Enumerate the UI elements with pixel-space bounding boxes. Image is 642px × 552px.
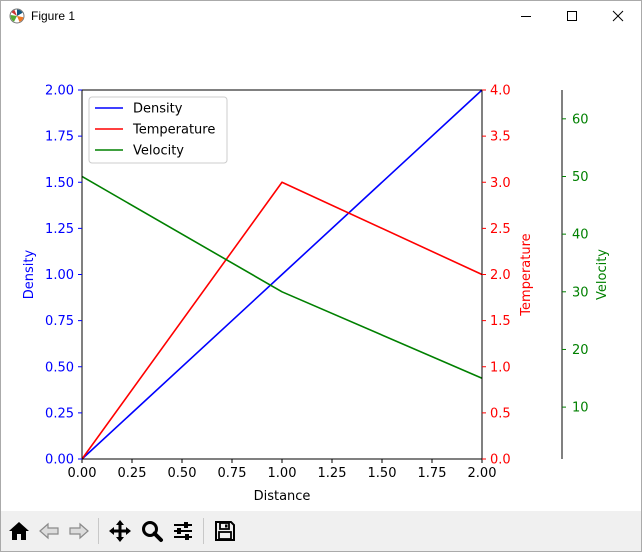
x-axis-label: Distance (254, 489, 311, 504)
x-tick-label: 1.75 (418, 466, 447, 481)
back-button[interactable] (35, 516, 63, 546)
density-tick-label: 0.25 (45, 406, 74, 421)
home-icon (9, 522, 29, 540)
minimize-button[interactable] (503, 1, 549, 31)
density-tick-label: 0.00 (45, 453, 74, 468)
x-tick-label: 0.25 (118, 466, 147, 481)
velocity-tick-label: 30 (572, 285, 589, 300)
series-line-temperature (81, 181, 483, 460)
minimize-icon (521, 16, 531, 17)
x-tick-label: 0.00 (68, 466, 97, 481)
toolbar-separator (203, 518, 204, 544)
pan-button[interactable] (106, 516, 134, 546)
temperature-tick-label: 2.0 (490, 268, 511, 283)
series-line-velocity (81, 175, 483, 380)
x-tick-label: 0.75 (218, 466, 247, 481)
back-arrow-icon (39, 522, 59, 540)
density-tick-label: 0.50 (45, 360, 74, 375)
temperature-tick-label: 1.5 (490, 314, 511, 329)
plot-svg: 0.00 0.25 0.50 0.75 1.00 1.25 1.50 1.75 2.00 Dist… (22, 84, 610, 505)
velocity-tick-label: 40 (572, 228, 589, 243)
navigation-toolbar (1, 511, 641, 551)
close-icon (612, 10, 624, 22)
temperature-tick-label: 0.0 (490, 453, 511, 468)
velocity-tick-label: 60 (572, 112, 589, 127)
close-button[interactable] (595, 1, 641, 31)
pan-icon (109, 520, 131, 542)
maximize-button[interactable] (549, 1, 595, 31)
density-tick-label: 0.75 (45, 314, 74, 329)
velocity-tick-label: 10 (572, 401, 589, 416)
forward-button[interactable] (65, 516, 93, 546)
x-tick-label: 1.25 (318, 466, 347, 481)
density-tick-label: 1.00 (45, 268, 74, 283)
x-tick-label: 1.50 (368, 466, 397, 481)
density-tick-label: 1.75 (45, 130, 74, 145)
legend-box (88, 96, 228, 164)
velocity-tick-label: 20 (572, 343, 589, 358)
zoom-icon (142, 521, 163, 542)
x-tick-label: 2.00 (468, 466, 497, 481)
velocity-tick-label: 50 (572, 170, 589, 185)
legend-label-density: Density (133, 102, 183, 117)
temperature-tick-label: 0.5 (490, 406, 511, 421)
window-title: Figure 1 (31, 9, 76, 23)
density-tick-label: 1.25 (45, 222, 74, 237)
series-line-density (81, 89, 483, 460)
density-tick-label: 1.50 (45, 176, 74, 191)
maximize-icon (567, 11, 577, 21)
x-tick-label: 0.50 (168, 466, 197, 481)
title-bar[interactable]: Figure 1 (1, 1, 641, 31)
figure-canvas[interactable]: 0.00 0.25 0.50 0.75 1.00 1.25 1.50 1.75 2.00 Dist… (1, 31, 641, 511)
configure-subplots-icon (174, 522, 192, 540)
save-button[interactable] (211, 516, 239, 546)
temperature-tick-label: 3.0 (490, 176, 511, 191)
save-icon (215, 521, 235, 541)
temperature-tick-label: 2.5 (490, 222, 511, 237)
legend-label-temperature: Temperature (132, 123, 215, 138)
toolbar-separator (98, 518, 99, 544)
matplotlib-logo-icon (9, 8, 25, 24)
configure-subplots-button[interactable] (169, 516, 197, 546)
temperature-tick-label: 3.5 (490, 130, 511, 145)
legend-label-velocity: Velocity (133, 144, 184, 159)
density-axis-label: Density (22, 249, 37, 299)
x-tick-label: 1.00 (268, 466, 297, 481)
temperature-tick-label: 1.0 (490, 360, 511, 375)
velocity-axis-label: Velocity (595, 249, 610, 300)
zoom-button[interactable] (138, 516, 166, 546)
temperature-axis-label: Temperature (519, 233, 534, 316)
home-button[interactable] (5, 516, 33, 546)
forward-arrow-icon (69, 522, 89, 540)
density-tick-label: 2.00 (45, 84, 74, 99)
temperature-tick-label: 4.0 (490, 84, 511, 99)
